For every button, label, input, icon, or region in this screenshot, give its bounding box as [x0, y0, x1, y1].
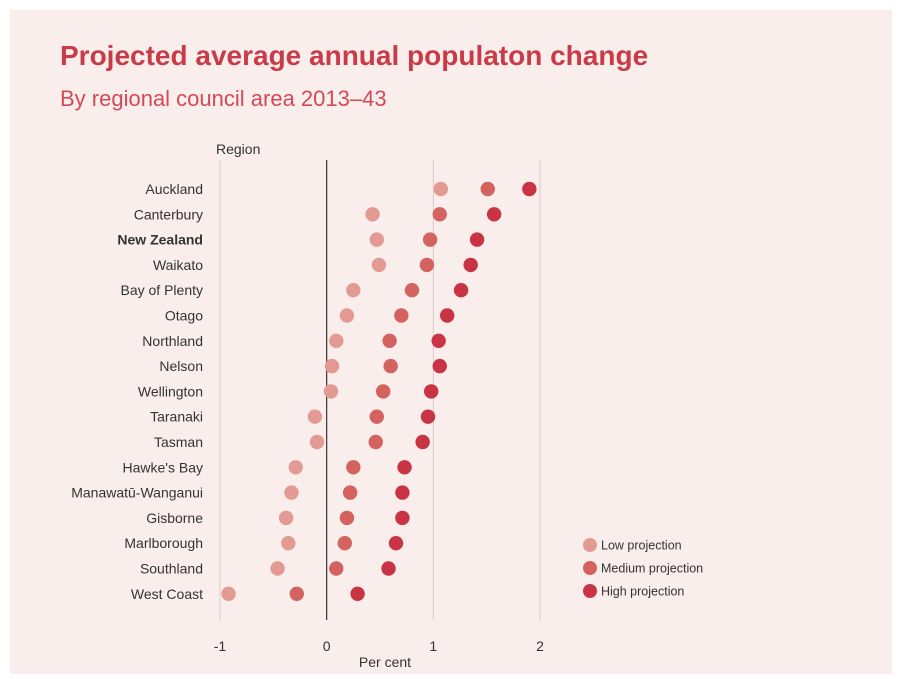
- low-projection-point: [284, 485, 299, 500]
- medium-projection-point: [376, 384, 391, 399]
- category-label: Northland: [142, 333, 203, 349]
- category-label: Auckland: [145, 181, 203, 197]
- medium-projection-point: [368, 434, 383, 450]
- legend-label: Low projection: [601, 539, 682, 553]
- high-projection-point: [388, 536, 404, 551]
- low-projection-point: [371, 257, 387, 273]
- x-tick-label: -1: [214, 638, 227, 654]
- medium-projection-point: [422, 232, 438, 247]
- high-projection-point: [522, 181, 537, 197]
- category-label: Southland: [140, 561, 203, 577]
- high-projection-point: [397, 460, 412, 475]
- category-label: Nelson: [159, 358, 203, 374]
- category-label: Manawatū-Wanganui: [71, 485, 203, 501]
- category-label: Wellington: [138, 383, 203, 399]
- high-projection-point: [469, 232, 485, 247]
- medium-projection-point: [382, 333, 397, 348]
- category-labels: Auckland Canterbury New Zealand Waikato Bay …: [71, 181, 203, 602]
- low-projection-point: [329, 333, 344, 348]
- high-projection-point: [440, 308, 455, 323]
- high-projection-point: [350, 586, 365, 601]
- legend: Low projection Medium projection High proj…: [583, 538, 703, 599]
- x-tick-labels: -1 0 1 2: [214, 638, 544, 654]
- category-label: Gisborne: [146, 510, 203, 526]
- category-label: Hawke's Bay: [123, 459, 203, 475]
- low-projection-point: [270, 561, 285, 576]
- medium-projection-point: [289, 586, 304, 601]
- category-label: Waikato: [153, 257, 203, 273]
- legend-marker: [583, 538, 597, 552]
- medium-projection-point: [480, 181, 495, 197]
- legend-label: High projection: [601, 585, 684, 599]
- data-points: [221, 181, 537, 601]
- high-projection-point: [432, 358, 447, 374]
- medium-projection-point: [346, 460, 361, 475]
- chart-panel: [10, 10, 892, 674]
- high-projection-point: [431, 333, 446, 348]
- low-projection-point: [324, 358, 340, 374]
- medium-projection-point: [383, 358, 398, 374]
- high-projection-point: [453, 283, 469, 298]
- category-label: New Zealand: [117, 232, 203, 248]
- medium-projection-point: [337, 536, 352, 551]
- x-tick-label: 0: [323, 638, 331, 654]
- low-projection-point: [339, 308, 355, 323]
- category-label: Otago: [165, 308, 203, 324]
- low-projection-point: [369, 232, 384, 247]
- high-projection-point: [424, 384, 439, 399]
- low-projection-point: [346, 283, 361, 298]
- chart-title: Projected average annual populaton chang…: [60, 40, 649, 71]
- medium-projection-point: [339, 510, 355, 526]
- high-projection-point: [381, 561, 396, 576]
- high-projection-point: [463, 257, 478, 273]
- category-label: Taranaki: [150, 409, 203, 425]
- x-tick-label: 1: [429, 638, 437, 654]
- low-projection-point: [221, 586, 236, 601]
- category-label: Tasman: [154, 434, 203, 450]
- category-label: West Coast: [131, 586, 203, 602]
- category-label: Bay of Plenty: [121, 282, 204, 298]
- chart-subtitle: By regional council area 2013–43: [60, 86, 387, 111]
- low-projection-point: [309, 434, 325, 450]
- high-projection-point: [415, 434, 430, 450]
- legend-marker: [583, 561, 597, 575]
- medium-projection-point: [394, 308, 409, 323]
- medium-projection-point: [369, 409, 384, 424]
- low-projection-point: [307, 409, 323, 424]
- high-projection-point: [395, 485, 410, 500]
- category-label: Marlborough: [124, 535, 203, 551]
- x-tick-label: 2: [536, 638, 544, 654]
- x-axis-label: Per cent: [359, 654, 411, 670]
- high-projection-point: [420, 409, 436, 424]
- legend-marker: [583, 584, 597, 598]
- low-projection-point: [323, 384, 339, 399]
- low-projection-point: [278, 510, 294, 526]
- low-projection-point: [281, 536, 296, 551]
- low-projection-point: [288, 460, 303, 475]
- medium-projection-point: [432, 207, 447, 222]
- low-projection-point: [433, 181, 448, 197]
- high-projection-point: [395, 510, 410, 526]
- legend-label: Medium projection: [601, 562, 703, 576]
- high-projection-point: [486, 207, 502, 222]
- category-label: Canterbury: [134, 206, 203, 222]
- medium-projection-point: [342, 485, 358, 500]
- low-projection-point: [365, 207, 380, 222]
- medium-projection-point: [329, 561, 344, 576]
- medium-projection-point: [404, 283, 420, 298]
- medium-projection-point: [419, 257, 435, 273]
- y-axis-label: Region: [216, 141, 260, 157]
